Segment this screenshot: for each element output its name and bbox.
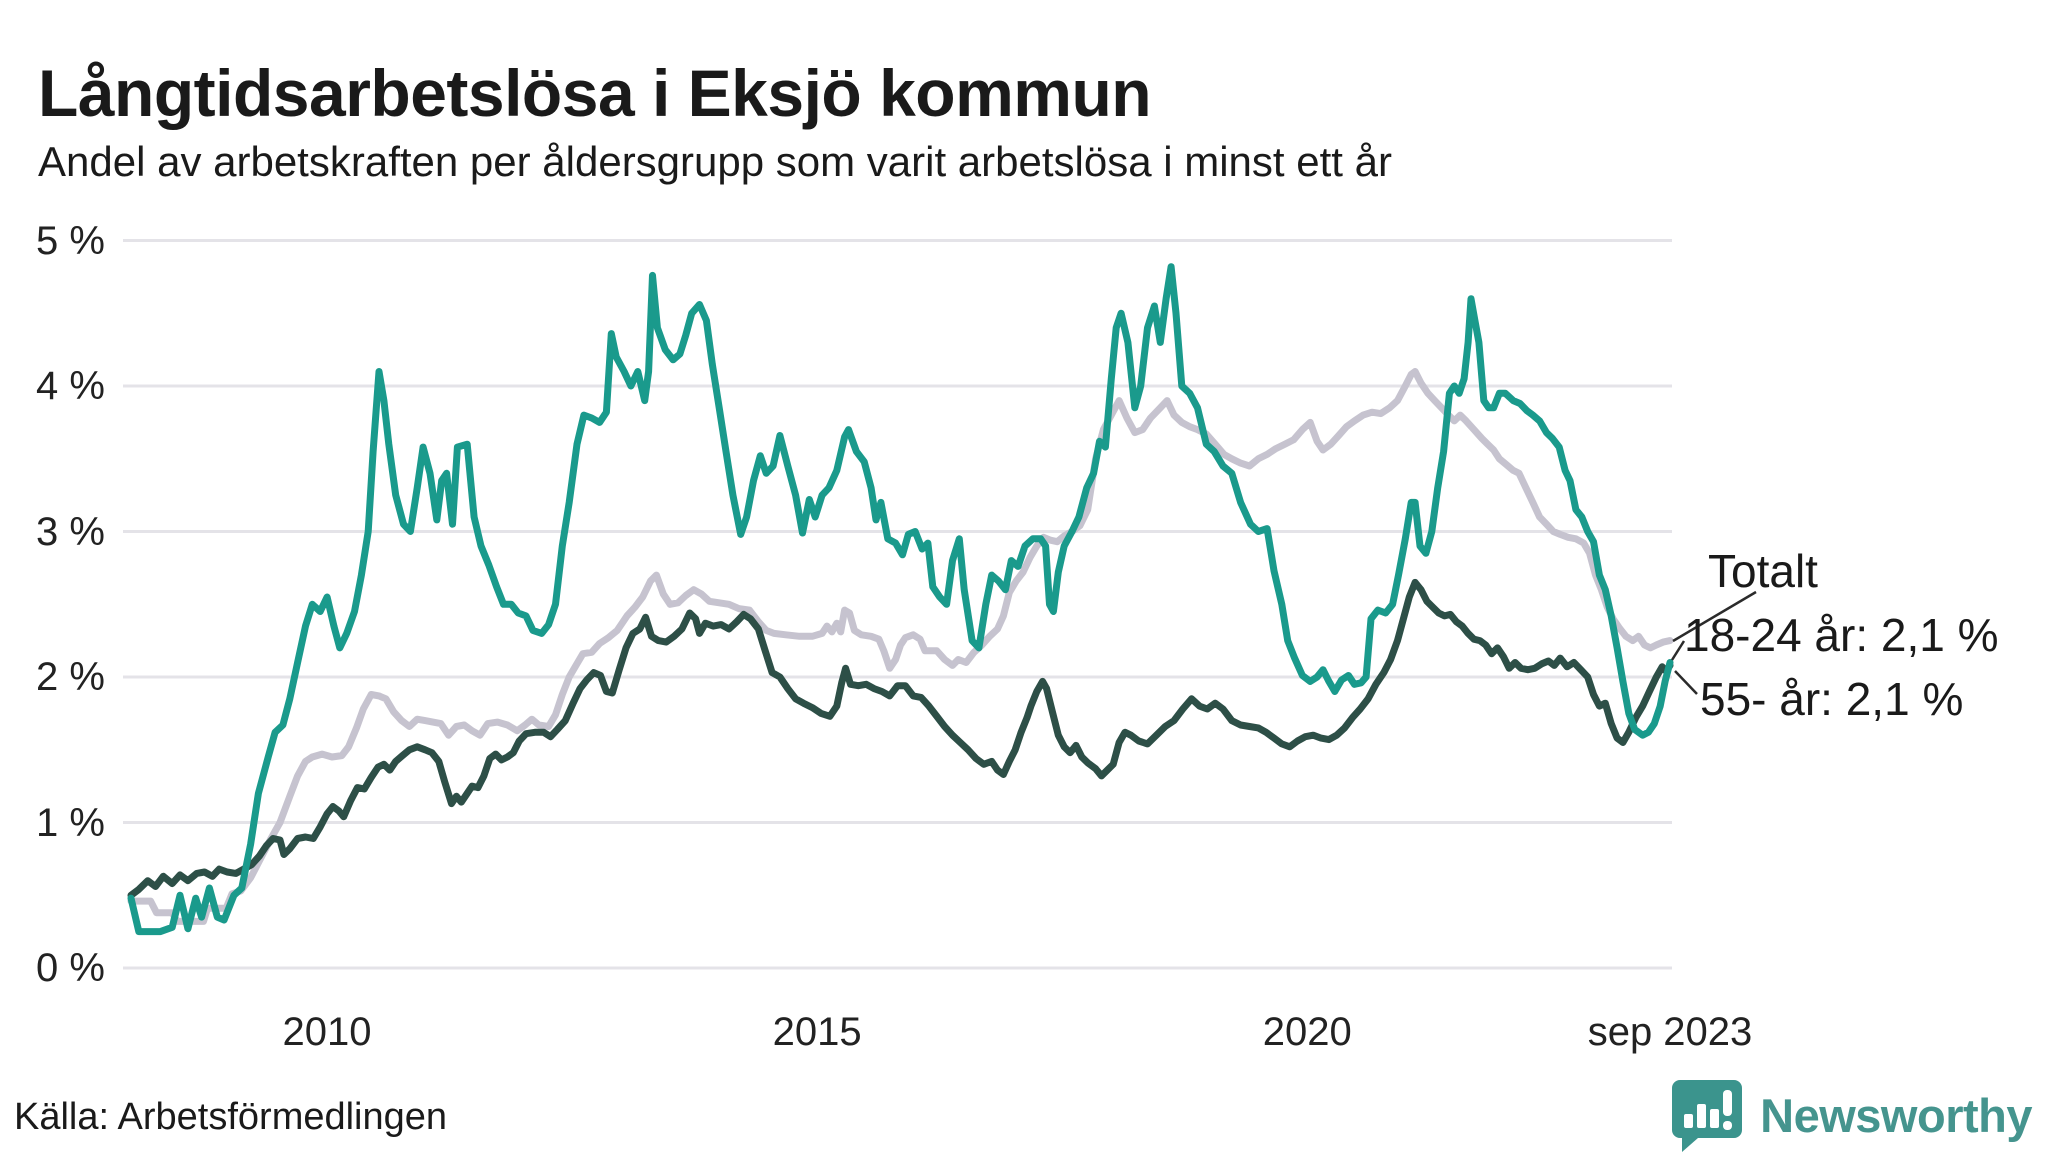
- y-axis-label-2pct: 2 %: [36, 655, 105, 699]
- annotation-18-24: 18-24 år: 2,1 %: [1684, 609, 1999, 661]
- source-note: Källa: Arbetsförmedlingen: [14, 1096, 448, 1138]
- newsworthy-branding: Newsworthy: [1670, 1078, 2032, 1152]
- annotation-55: 55- år: 2,1 %: [1700, 673, 1964, 725]
- y-axis-label-5pct: 5 %: [36, 218, 105, 263]
- x-axis-label-sep-2023: sep 2023: [1587, 1010, 1753, 1054]
- x-axis-label-2010: 2010: [282, 1010, 372, 1054]
- newsworthy-logo-icon: [1672, 1080, 1743, 1152]
- y-axis-label-0pct: 0 %: [36, 946, 105, 990]
- page-title: Långtidsarbetslösa i Eksjö kommun: [38, 56, 1152, 131]
- x-axis-label-2015: 2015: [772, 1010, 862, 1054]
- series-line-age55: [127, 578, 1674, 899]
- y-axis-label-3pct: 3 %: [36, 509, 105, 554]
- chart-subtitle: Andel av arbetskraften per åldersgrupp s…: [38, 138, 1392, 185]
- leader-line-age55: [1674, 670, 1698, 695]
- annotation-totalt: Totalt: [1708, 545, 1818, 597]
- y-axis-label-4pct: 4 %: [36, 364, 105, 408]
- newsworthy-wordmark: Newsworthy: [1760, 1088, 2032, 1142]
- series-lines: [127, 263, 1674, 936]
- leader-line-totalt: [1672, 590, 1757, 643]
- series-line-totalt: [127, 368, 1674, 925]
- x-axis-label-2020: 2020: [1262, 1010, 1352, 1054]
- annotation-leader-lines: [1670, 590, 1757, 695]
- leader-line-age1824: [1670, 640, 1686, 661]
- series-line-age1824: [127, 263, 1674, 936]
- y-axis-label-1pct: 1 %: [36, 800, 105, 845]
